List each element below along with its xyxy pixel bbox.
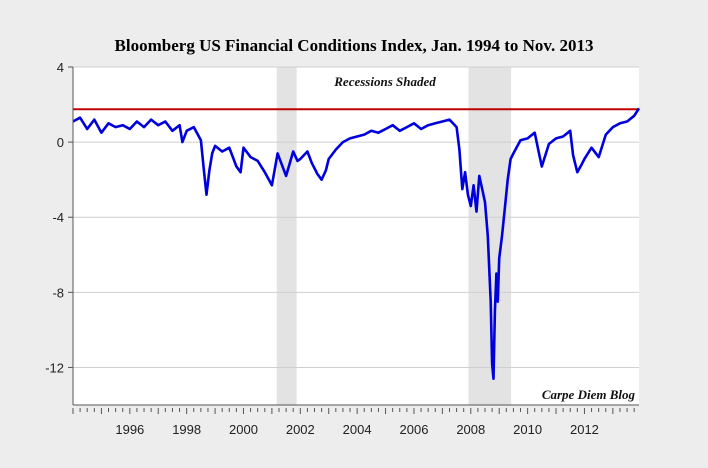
y-tick-label: -8	[52, 285, 64, 300]
series-line-1	[72, 107, 641, 381]
y-tick-label: -12	[45, 360, 64, 375]
plot-area	[73, 67, 639, 405]
annotation-recessions-shaded: Recessions Shaded	[333, 74, 436, 89]
x-tick-label: 2000	[229, 422, 258, 437]
x-tick-label: 2002	[286, 422, 315, 437]
y-tick-label: -4	[52, 210, 64, 225]
y-tick-label: 4	[57, 60, 64, 75]
chart-title: Bloomberg US Financial Conditions Index,…	[115, 36, 594, 55]
y-tick-label: 0	[57, 135, 64, 150]
x-tick-label: 2008	[456, 422, 485, 437]
annotation-carpe-diem-blog: Carpe Diem Blog	[542, 387, 636, 402]
x-tick-label: 2012	[570, 422, 599, 437]
x-tick-label: 1996	[115, 422, 144, 437]
x-tick-label: 2004	[343, 422, 372, 437]
x-tick-label: 2006	[400, 422, 429, 437]
recession-band-2	[468, 67, 512, 405]
x-tick-label: 1998	[172, 422, 201, 437]
recession-band-1	[276, 67, 297, 405]
x-tick-label: 2010	[513, 422, 542, 437]
